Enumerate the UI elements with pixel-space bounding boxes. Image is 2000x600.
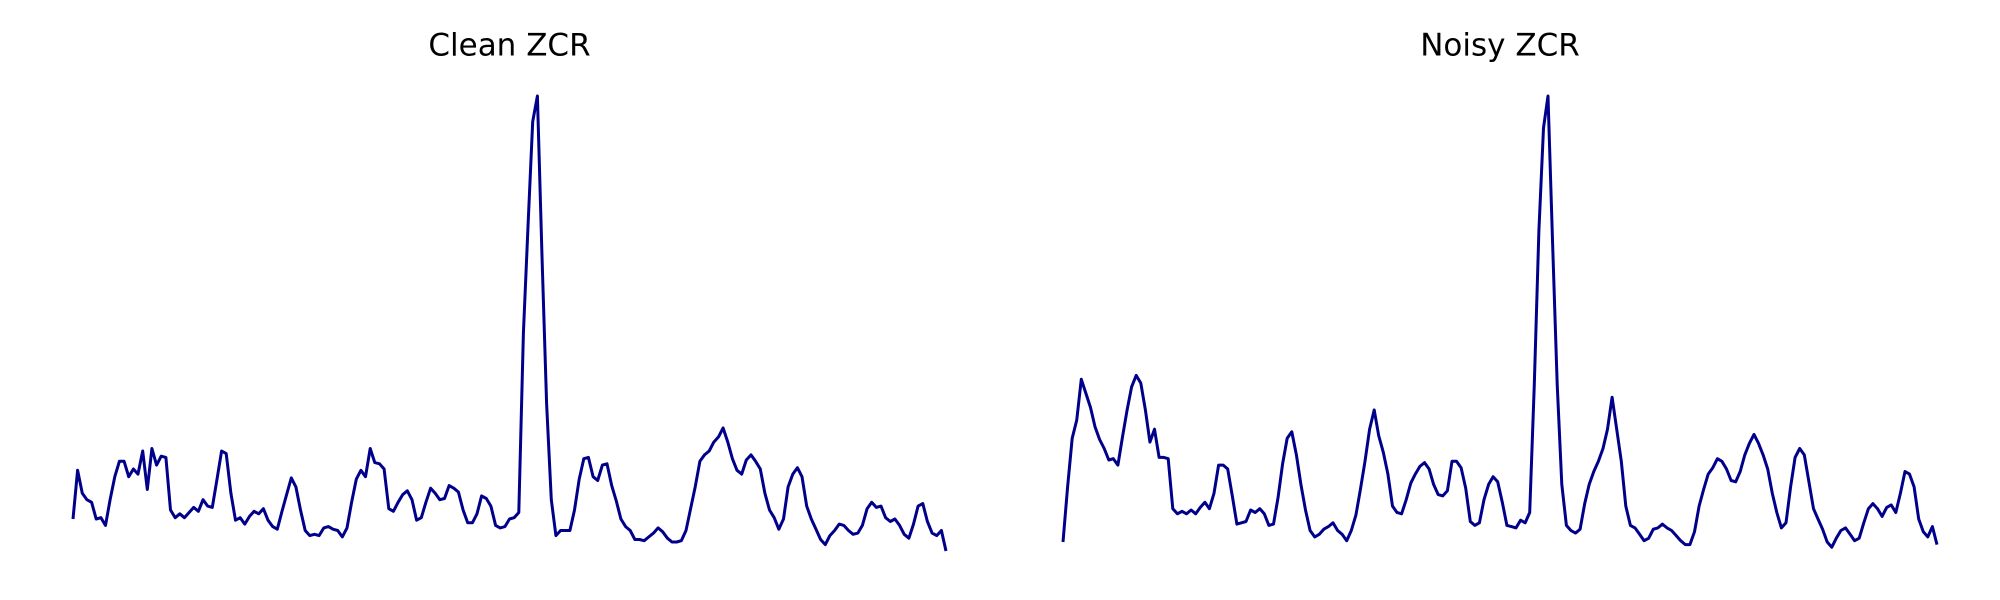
zcr-line: [71, 94, 948, 552]
zcr-line: [1061, 94, 1939, 549]
chart-title: Clean ZCR: [428, 28, 590, 64]
chart-title: Noisy ZCR: [1420, 28, 1580, 64]
